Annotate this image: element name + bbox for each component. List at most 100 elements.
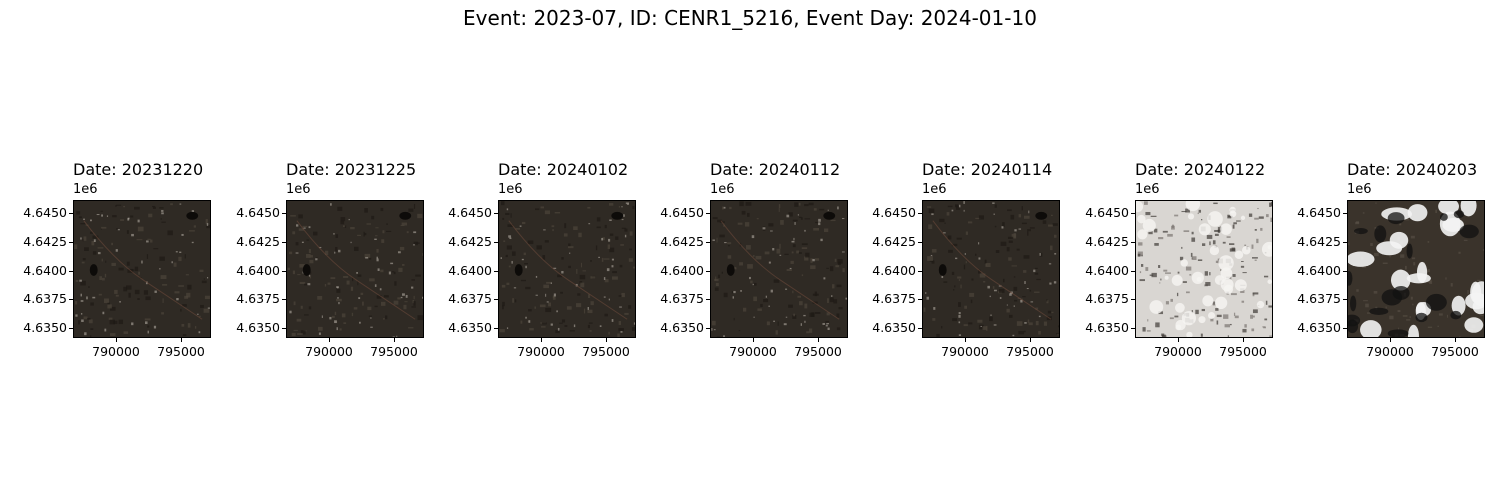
y-tick-label: 4.6400: [1085, 263, 1129, 278]
y-tick-label: 4.6375: [872, 291, 916, 306]
y-tick-mark: [706, 328, 710, 329]
y-tick-label: 4.6450: [448, 205, 492, 220]
y-tick-label: 4.6425: [1085, 234, 1129, 249]
x-tick-label: 795000: [157, 344, 205, 359]
y-tick-label: 4.6450: [872, 205, 916, 220]
y-tick-label: 4.6425: [236, 234, 280, 249]
panel-date-title: Date: 20240114: [922, 160, 1053, 179]
x-tick-label: 790000: [305, 344, 353, 359]
x-tick-mark: [965, 338, 966, 342]
satellite-image: [498, 200, 636, 338]
y-tick-label: 4.6450: [236, 205, 280, 220]
y-tick-label: 4.6375: [236, 291, 280, 306]
y-tick-mark: [1343, 213, 1347, 214]
x-tick-label: 790000: [729, 344, 777, 359]
y-tick-mark: [494, 299, 498, 300]
x-tick-label: 795000: [582, 344, 630, 359]
image-panel: Date: 20240112 1e6 4.6450 4.6425 4.6400 4.637…: [660, 160, 940, 360]
y-tick-label: 4.6375: [448, 291, 492, 306]
image-panel: Date: 20231220 1e6 4.6450 4.6425 4.6400 4.637…: [23, 160, 303, 360]
image-panel: Date: 20240102 1e6 4.6450 4.6425 4.6400 4.637…: [448, 160, 728, 360]
y-tick-mark: [69, 242, 73, 243]
y-tick-label: 4.6350: [23, 320, 67, 335]
y-tick-mark: [494, 328, 498, 329]
x-tick-label: 790000: [1154, 344, 1202, 359]
y-tick-label: 4.6350: [448, 320, 492, 335]
x-tick-mark: [753, 338, 754, 342]
y-tick-mark: [494, 271, 498, 272]
x-tick-mark: [818, 338, 819, 342]
axis-offset-label: 1e6: [73, 182, 98, 197]
satellite-image: [73, 200, 211, 338]
y-tick-label: 4.6375: [1085, 291, 1129, 306]
satellite-image: [710, 200, 848, 338]
axis-offset-label: 1e6: [1135, 182, 1160, 197]
axis-offset-label: 1e6: [498, 182, 523, 197]
y-tick-label: 4.6350: [1297, 320, 1341, 335]
y-tick-mark: [706, 299, 710, 300]
y-tick-mark: [282, 242, 286, 243]
satellite-image: [1135, 200, 1273, 338]
y-tick-label: 4.6350: [236, 320, 280, 335]
y-tick-label: 4.6425: [1297, 234, 1341, 249]
y-tick-mark: [918, 213, 922, 214]
y-tick-label: 4.6400: [448, 263, 492, 278]
x-tick-mark: [1030, 338, 1031, 342]
y-tick-label: 4.6450: [23, 205, 67, 220]
satellite-image: [922, 200, 1060, 338]
y-tick-mark: [1131, 271, 1135, 272]
axis-offset-label: 1e6: [922, 182, 947, 197]
panel-date-title: Date: 20240122: [1135, 160, 1266, 179]
y-tick-mark: [494, 242, 498, 243]
y-tick-label: 4.6400: [872, 263, 916, 278]
y-tick-label: 4.6425: [23, 234, 67, 249]
y-tick-label: 4.6350: [1085, 320, 1129, 335]
y-tick-mark: [69, 328, 73, 329]
y-tick-label: 4.6400: [236, 263, 280, 278]
x-tick-mark: [606, 338, 607, 342]
y-tick-mark: [1343, 328, 1347, 329]
image-panel: Date: 20240203 1e6 4.6450 4.6425 4.6400 4.637…: [1297, 160, 1500, 360]
y-tick-mark: [1131, 328, 1135, 329]
y-tick-mark: [918, 328, 922, 329]
y-tick-mark: [494, 213, 498, 214]
x-tick-label: 790000: [1366, 344, 1414, 359]
satellite-image: [286, 200, 424, 338]
y-tick-mark: [69, 271, 73, 272]
x-tick-label: 795000: [794, 344, 842, 359]
y-tick-mark: [1131, 299, 1135, 300]
x-tick-label: 795000: [370, 344, 418, 359]
x-tick-mark: [1243, 338, 1244, 342]
satellite-image: [1347, 200, 1485, 338]
x-tick-label: 790000: [517, 344, 565, 359]
x-tick-mark: [541, 338, 542, 342]
y-tick-mark: [1131, 213, 1135, 214]
panel-date-title: Date: 20240102: [498, 160, 629, 179]
y-tick-mark: [918, 271, 922, 272]
y-tick-label: 4.6375: [1297, 291, 1341, 306]
y-tick-mark: [706, 271, 710, 272]
axis-offset-label: 1e6: [710, 182, 735, 197]
y-tick-mark: [69, 213, 73, 214]
image-panel: Date: 20240114 1e6 4.6450 4.6425 4.6400 4.637…: [872, 160, 1152, 360]
x-tick-mark: [1178, 338, 1179, 342]
y-tick-mark: [282, 299, 286, 300]
x-tick-mark: [394, 338, 395, 342]
y-tick-mark: [282, 328, 286, 329]
y-tick-label: 4.6400: [23, 263, 67, 278]
panel-date-title: Date: 20240203: [1347, 160, 1478, 179]
axis-offset-label: 1e6: [286, 182, 311, 197]
x-tick-mark: [1455, 338, 1456, 342]
y-tick-mark: [69, 299, 73, 300]
figure-title: Event: 2023-07, ID: CENR1_5216, Event Da…: [463, 6, 1037, 30]
x-tick-label: 795000: [1006, 344, 1054, 359]
panel-date-title: Date: 20240112: [710, 160, 841, 179]
y-tick-mark: [1343, 242, 1347, 243]
y-tick-label: 4.6400: [1297, 263, 1341, 278]
y-tick-mark: [1131, 242, 1135, 243]
x-tick-mark: [1390, 338, 1391, 342]
image-panel: Date: 20231225 1e6 4.6450 4.6425 4.6400 4.637…: [236, 160, 516, 360]
x-tick-label: 795000: [1219, 344, 1267, 359]
y-tick-mark: [706, 213, 710, 214]
y-tick-mark: [1343, 271, 1347, 272]
